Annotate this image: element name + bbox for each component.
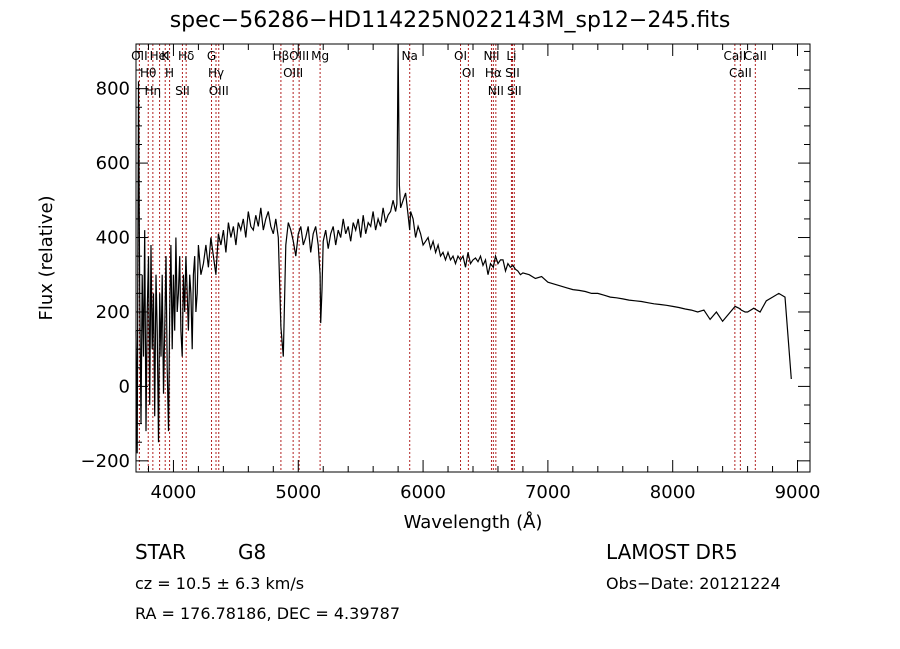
- x-axis-label: Wavelength (Å): [404, 511, 543, 533]
- line-marker-label: H: [165, 66, 174, 80]
- y-tick-label: 200: [96, 302, 130, 323]
- line-marker-label: CaII: [744, 49, 767, 63]
- x-tick-label: 5000: [275, 482, 321, 503]
- y-tick-label: 0: [119, 376, 130, 397]
- y-tick-label: 800: [96, 79, 130, 100]
- line-marker-label: Na: [402, 49, 418, 63]
- plot-frame: [135, 43, 811, 473]
- obs-date: Obs−Date: 20121224: [606, 574, 781, 593]
- line-marker-label: OIII: [209, 84, 229, 98]
- line-marker-label: K: [161, 49, 170, 63]
- y-axis-label: Flux (relative): [36, 195, 57, 320]
- x-tick-label: 9000: [775, 482, 821, 503]
- line-marker-label: Hα: [485, 66, 502, 80]
- line-marker-label: Hγ: [208, 66, 224, 80]
- y-tick-label: 400: [96, 228, 130, 249]
- y-tick-label: −200: [81, 451, 130, 472]
- cz-readout: cz = 10.5 ± 6.3 km/s: [135, 574, 305, 593]
- line-marker-label: SII: [175, 84, 190, 98]
- line-marker-label: OI: [462, 66, 475, 80]
- line-marker-label: Hθ: [140, 66, 156, 80]
- line-marker-label: Hβ: [273, 49, 290, 63]
- chart-title: spec−56286−HD114225N022143M_sp12−245.fit…: [169, 8, 731, 33]
- line-marker-label: NII: [483, 49, 499, 63]
- x-tick-label: 8000: [650, 482, 696, 503]
- line-marker-label: OIII: [283, 66, 303, 80]
- line-marker-label: CaII: [723, 49, 746, 63]
- line-marker-label: G: [207, 49, 216, 63]
- line-markers: [138, 44, 756, 472]
- spectrum-line: [135, 43, 792, 454]
- ra-dec-readout: RA = 176.78186, DEC = 4.39787: [135, 604, 401, 623]
- line-marker-label: OI: [454, 49, 467, 63]
- line-marker-label: SII: [505, 66, 520, 80]
- line-marker-label: OII: [131, 49, 148, 63]
- line-marker-label: NII: [488, 84, 504, 98]
- x-tick-label: 4000: [151, 482, 197, 503]
- y-axis-ticks: −200 0 200 400 600 800: [81, 50, 810, 472]
- line-marker-label: HeI: [150, 49, 170, 63]
- x-tick-label: 6000: [400, 482, 446, 503]
- line-marker-label: OIII: [289, 49, 309, 63]
- class-label: STAR: [135, 540, 186, 564]
- survey-label: LAMOST DR5: [606, 540, 738, 564]
- line-marker-label: SII: [507, 84, 522, 98]
- line-marker-label: Mg: [311, 49, 329, 63]
- x-axis-ticks: 4000 5000 6000 7000 8000 9000: [147, 44, 821, 503]
- subclass-label: G8: [238, 540, 267, 564]
- line-marker-label: Hη: [145, 84, 162, 98]
- line-marker-label: CaII: [729, 66, 752, 80]
- x-tick-label: 7000: [525, 482, 571, 503]
- line-marker-label: Hδ: [178, 49, 194, 63]
- y-tick-label: 600: [96, 153, 130, 174]
- line-marker-label: Li: [506, 49, 516, 63]
